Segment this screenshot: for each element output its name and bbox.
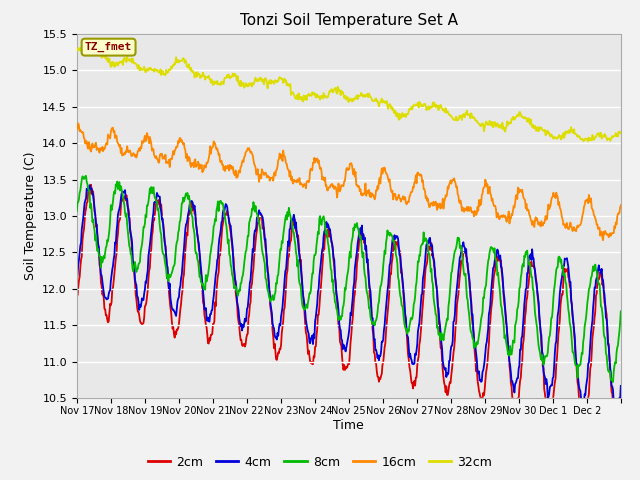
X-axis label: Time: Time <box>333 419 364 432</box>
Text: TZ_fmet: TZ_fmet <box>85 42 132 52</box>
Y-axis label: Soil Temperature (C): Soil Temperature (C) <box>24 152 36 280</box>
Title: Tonzi Soil Temperature Set A: Tonzi Soil Temperature Set A <box>240 13 458 28</box>
Legend: 2cm, 4cm, 8cm, 16cm, 32cm: 2cm, 4cm, 8cm, 16cm, 32cm <box>143 451 497 474</box>
